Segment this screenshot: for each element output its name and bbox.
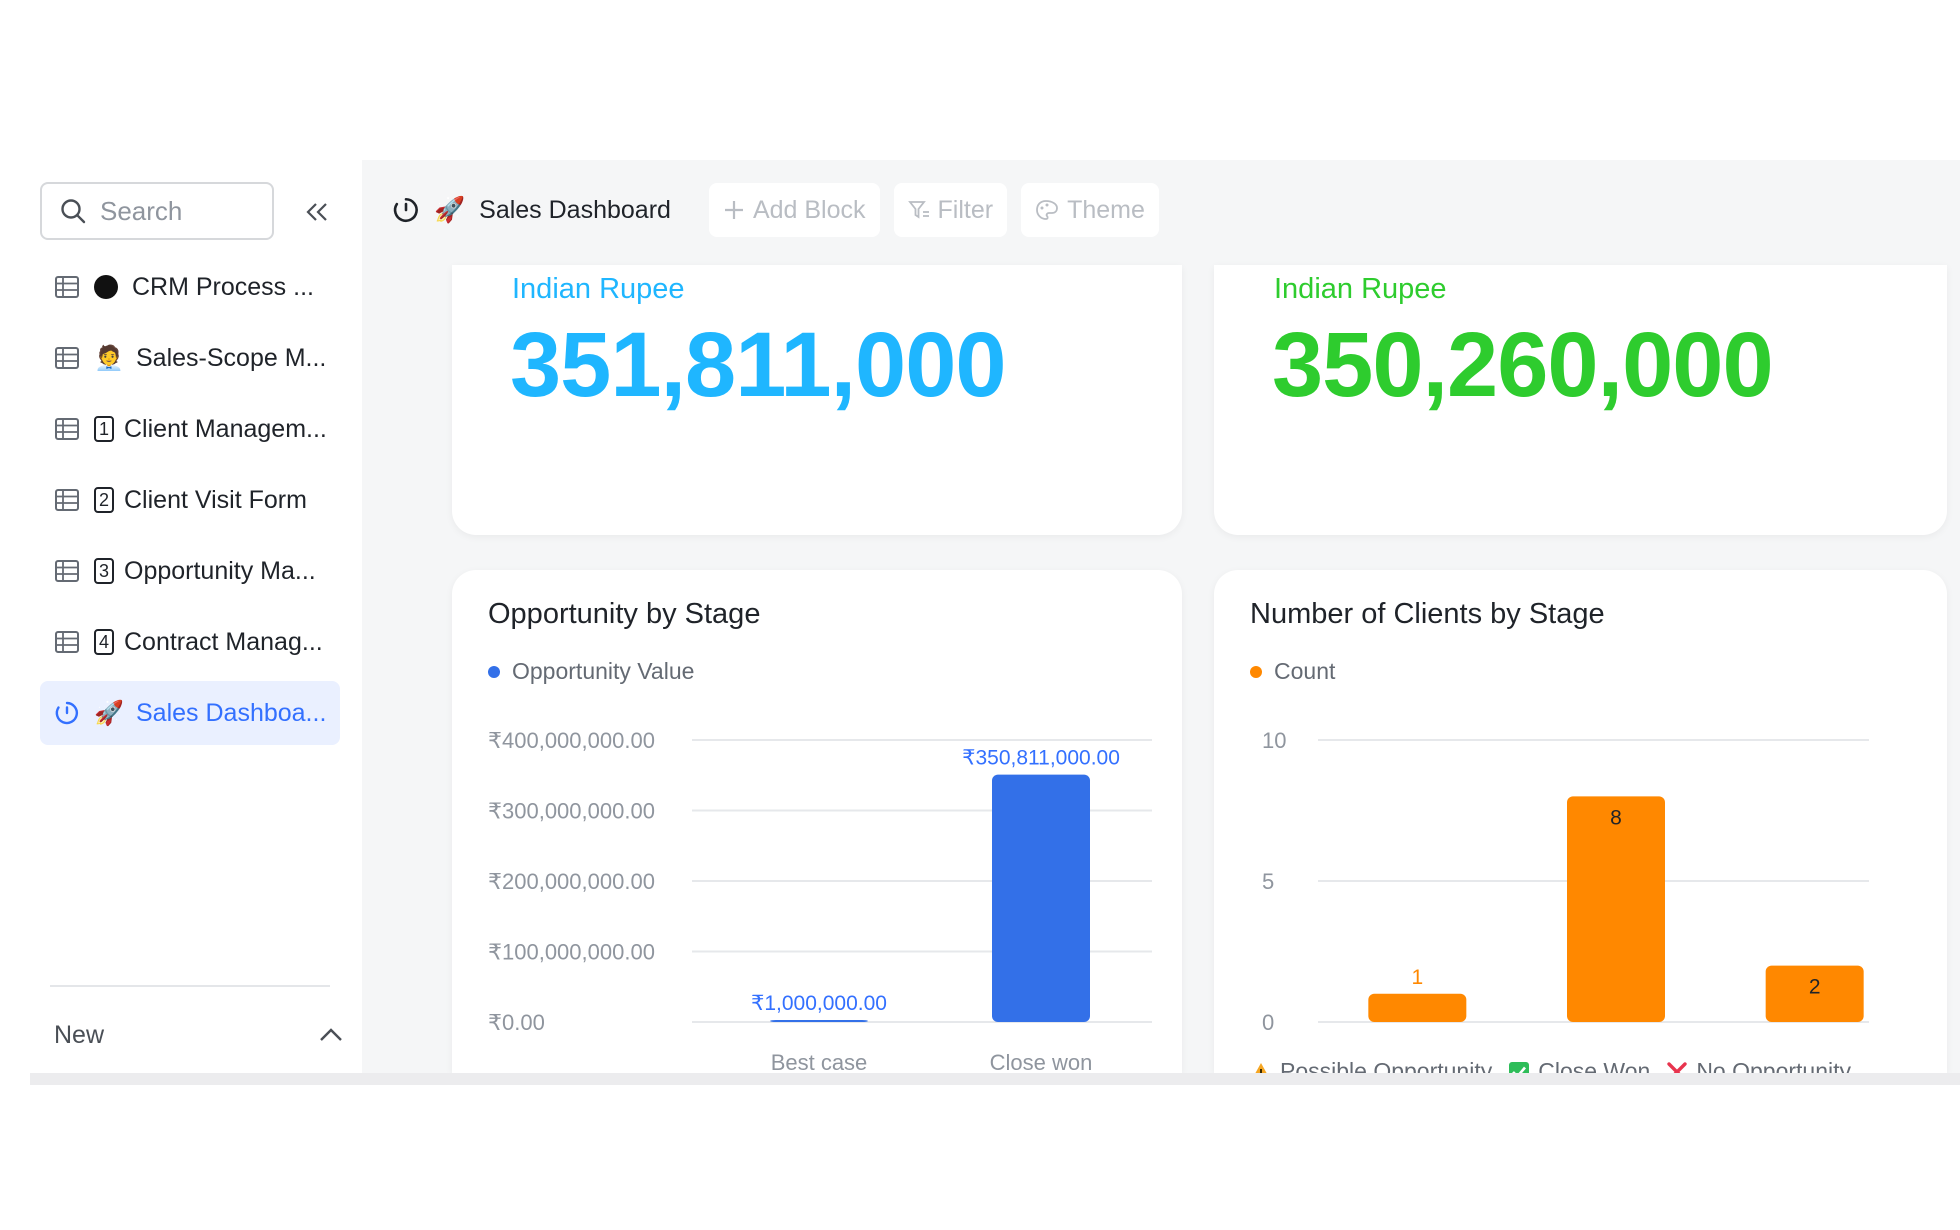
- sidebar-item-opportunity-management[interactable]: 3 Opportunity Ma...: [40, 539, 340, 603]
- filter-icon: [907, 201, 929, 219]
- dashboard-icon: [393, 197, 418, 222]
- keycap-number-icon: 1: [94, 416, 114, 442]
- y-tick-label: 0: [1262, 1010, 1274, 1035]
- table-icon: [55, 347, 79, 369]
- y-tick-label: ₹100,000,000.00: [488, 940, 655, 965]
- table-icon: [55, 631, 79, 653]
- data-label: ₹350,811,000.00: [962, 747, 1120, 770]
- y-tick-label: 10: [1262, 728, 1286, 753]
- page-title: Sales Dashboard: [479, 195, 671, 224]
- sidebar-item-client-visit-form[interactable]: 2 Client Visit Form: [40, 468, 340, 532]
- y-tick-label: ₹0.00: [488, 1010, 545, 1035]
- y-tick-label: ₹200,000,000.00: [488, 869, 655, 894]
- search-input[interactable]: Search: [40, 182, 274, 240]
- kpi-value: 351,811,000: [510, 314, 1007, 416]
- y-tick-label: ₹300,000,000.00: [488, 799, 655, 824]
- rocket-icon: 🚀: [94, 699, 124, 727]
- legend-label: Opportunity Value: [512, 658, 695, 684]
- double-chevron-left-icon: [306, 203, 327, 221]
- sidebar-item-sales-scope[interactable]: 🧑‍💼 Sales-Scope M...: [40, 326, 340, 390]
- sidebar-item-label: Contract Manag...: [124, 627, 323, 656]
- chart-legend: Opportunity Value: [488, 658, 694, 685]
- businessperson-icon: 🧑‍💼: [94, 344, 124, 372]
- divider: [50, 985, 330, 987]
- theme-button[interactable]: Theme: [1021, 183, 1159, 237]
- y-tick-label: ₹400,000,000.00: [488, 728, 655, 753]
- sidebar-item-label: Sales Dashboa...: [136, 698, 327, 727]
- table-icon: [55, 276, 79, 298]
- legend-dot: [488, 665, 500, 678]
- bar: [1567, 796, 1665, 1022]
- legend-dot: [1250, 665, 1262, 678]
- sidebar-item-label: CRM Process ...: [132, 272, 314, 301]
- dashboard-title: 🚀 Sales Dashboard: [392, 196, 671, 225]
- legend-label: Count: [1274, 658, 1336, 684]
- new-section-toggle[interactable]: New: [54, 1010, 344, 1060]
- table-icon: [55, 489, 79, 511]
- kpi-card-contract-value[interactable]: Indian Rupee 350,260,000: [1214, 265, 1947, 535]
- palette-icon: [1036, 200, 1058, 220]
- opportunity-by-stage-chart[interactable]: Opportunity by Stage Opportunity Value ₹…: [452, 570, 1182, 1073]
- dashboard-icon: [55, 701, 79, 725]
- sidebar-item-label: Sales-Scope M...: [136, 343, 327, 372]
- add-block-button[interactable]: Add Block: [708, 183, 880, 237]
- data-label: 2: [1809, 976, 1821, 999]
- bar: [1765, 965, 1864, 1022]
- chevron-up-icon: [320, 1028, 342, 1041]
- keycap-number-icon: 3: [94, 558, 114, 584]
- kpi-card-opportunity-value[interactable]: Indian Rupee 351,811,000: [452, 265, 1182, 535]
- data-label: 1: [1411, 966, 1423, 989]
- search-icon: [61, 199, 86, 224]
- dashboard-toolbar: 🚀 Sales Dashboard Add Block Filter Theme: [392, 182, 1159, 238]
- x-tick-label: Close won: [990, 1050, 1093, 1073]
- sidebar: Search CRM Process ... 🧑‍💼 Sales-Scope M…: [30, 160, 362, 1073]
- bar: [770, 1020, 868, 1022]
- sidebar-item-client-management[interactable]: 1 Client Managem...: [40, 397, 340, 461]
- clients-chart-plot: 0 5 10 1 8 2: [1262, 728, 1869, 1035]
- bar: [992, 774, 1090, 1022]
- window-bottom-edge: [30, 1073, 1960, 1085]
- black-circle-icon: [94, 275, 118, 299]
- chart-legend: Count: [1250, 658, 1335, 685]
- sidebar-item-label: Opportunity Ma...: [124, 556, 316, 585]
- sidebar-item-crm-process[interactable]: CRM Process ...: [40, 255, 340, 319]
- keycap-number-icon: 2: [94, 487, 114, 513]
- keycap-number-icon: 4: [94, 629, 114, 655]
- table-icon: [55, 560, 79, 582]
- opportunity-chart-plot: ₹0.00 ₹100,000,000.00 ₹200,000,000.00 ₹300,…: [488, 728, 1152, 1073]
- clients-by-stage-chart[interactable]: Number of Clients by Stage Count 0 5 10 1 8 2…: [1214, 570, 1947, 1084]
- app-window: Search CRM Process ... 🧑‍💼 Sales-Scope M…: [30, 160, 1960, 1085]
- sidebar-item-sales-dashboard[interactable]: 🚀 Sales Dashboa...: [40, 681, 340, 745]
- filter-button[interactable]: Filter: [893, 183, 1008, 237]
- kpi-value: 350,260,000: [1272, 314, 1774, 416]
- sidebar-item-label: Client Managem...: [124, 414, 327, 443]
- new-label: New: [54, 1020, 105, 1049]
- main-content: 🚀 Sales Dashboard Add Block Filter Theme…: [362, 160, 1960, 1084]
- chart-title: Number of Clients by Stage: [1250, 598, 1605, 630]
- add-block-label: Add Block: [752, 195, 866, 224]
- collapse-sidebar-button[interactable]: [300, 195, 334, 229]
- data-label: 8: [1610, 806, 1622, 829]
- bar: [1368, 993, 1467, 1022]
- sidebar-item-label: Client Visit Form: [124, 485, 307, 514]
- sidebar-item-contract-management[interactable]: 4 Contract Manag...: [40, 610, 340, 674]
- search-placeholder: Search: [100, 195, 183, 226]
- data-label: ₹1,000,000.00: [751, 992, 887, 1015]
- filter-label: Filter: [937, 195, 994, 224]
- plus-icon: [724, 201, 743, 219]
- table-icon: [55, 418, 79, 440]
- x-tick-label: Best case: [771, 1050, 868, 1073]
- y-tick-label: 5: [1262, 869, 1274, 894]
- chart-title: Opportunity by Stage: [488, 598, 761, 630]
- kpi-label: Indian Rupee: [1274, 273, 1447, 305]
- sidebar-nav: CRM Process ... 🧑‍💼 Sales-Scope M... 1 C…: [40, 255, 340, 752]
- theme-label: Theme: [1067, 195, 1145, 224]
- kpi-label: Indian Rupee: [512, 273, 685, 305]
- rocket-icon: 🚀: [434, 195, 466, 224]
